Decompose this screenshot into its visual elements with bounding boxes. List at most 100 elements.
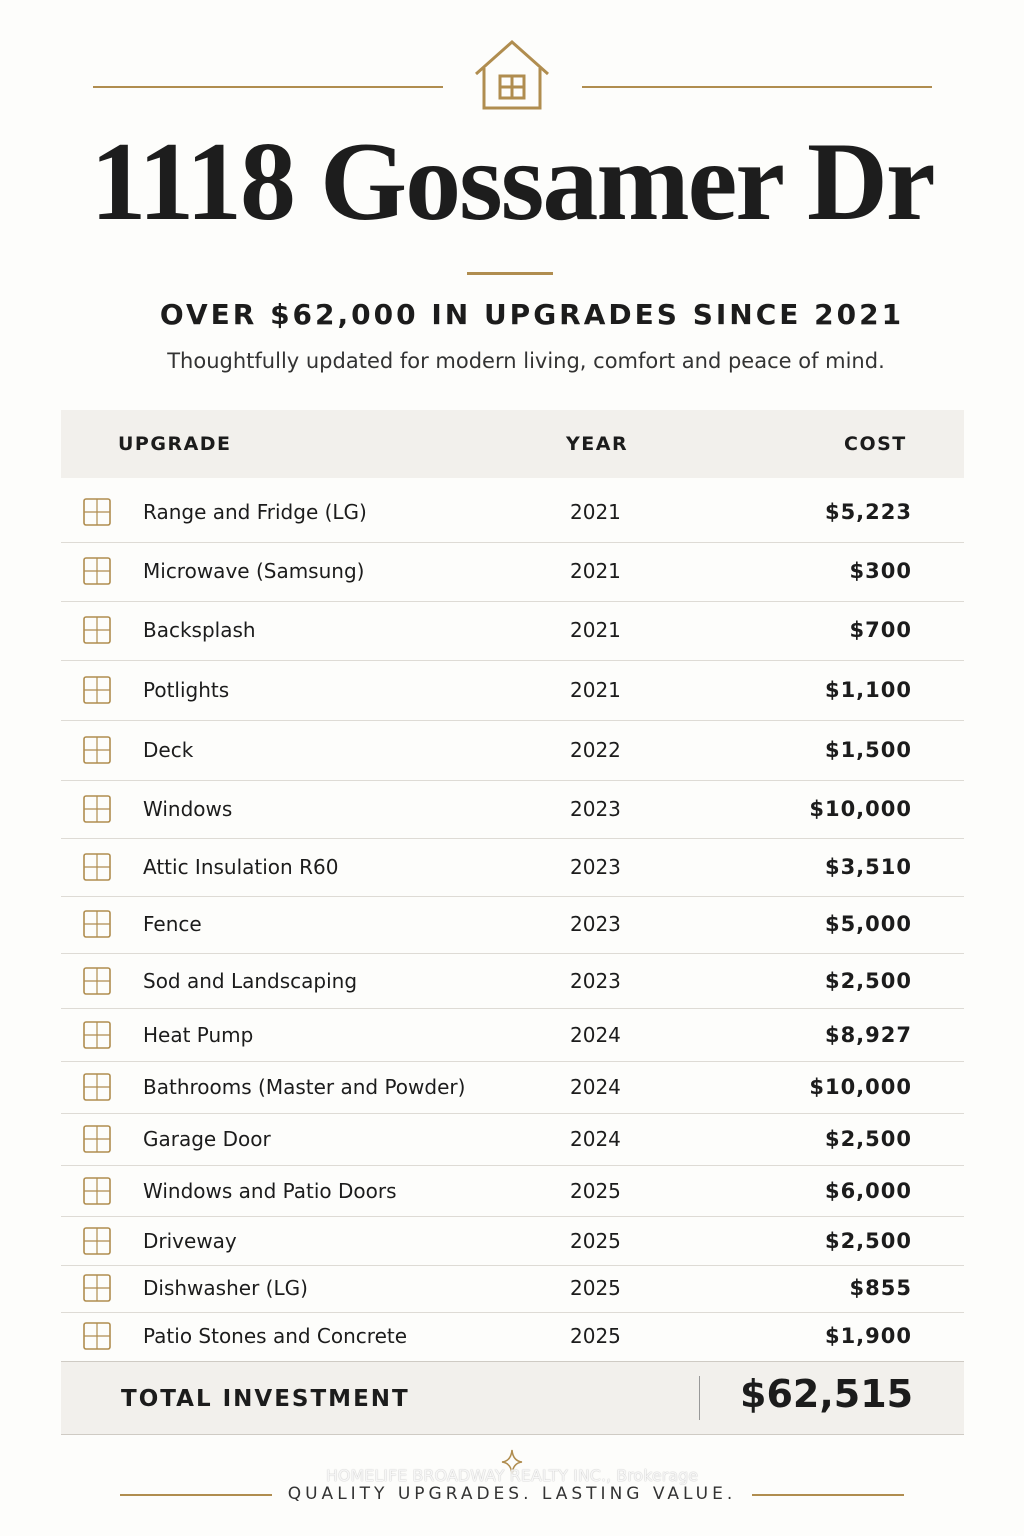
upgrade-cost: $2,500 [824, 1127, 912, 1151]
row-separator [61, 1061, 964, 1062]
row-separator [61, 896, 964, 897]
table-header [61, 410, 964, 478]
row-separator [61, 542, 964, 543]
column-header: YEAR [566, 433, 629, 455]
row-icon [83, 1227, 111, 1255]
row-icon [83, 736, 111, 764]
upgrade-cost: $2,500 [824, 969, 912, 993]
row-icon [83, 557, 111, 585]
row-icon [83, 1073, 111, 1101]
column-header: COST [844, 433, 907, 455]
upgrade-year: 2021 [570, 678, 621, 702]
row-separator [61, 601, 964, 602]
upgrade-year: 2021 [570, 500, 621, 524]
row-separator [61, 1216, 964, 1217]
subtitle: OVER $62,000 IN UPGRADES SINCE 2021 [159, 298, 905, 331]
upgrade-name: Windows [143, 797, 233, 821]
row-icon [83, 1177, 111, 1205]
star-icon [501, 1449, 523, 1475]
row-separator [61, 720, 964, 721]
row-icon [83, 498, 111, 526]
upgrade-year: 2024 [570, 1075, 621, 1099]
upgrade-name: Bathrooms (Master and Powder) [143, 1075, 466, 1099]
upgrade-name: Fence [143, 912, 202, 936]
row-icon [83, 853, 111, 881]
tagline: Thoughtfully updated for modern living, … [167, 349, 885, 373]
upgrade-name: Sod and Landscaping [143, 969, 358, 993]
upgrade-cost: $6,000 [824, 1179, 912, 1203]
row-icon [83, 1274, 111, 1302]
upgrade-cost: $2,500 [824, 1229, 912, 1253]
total-value: $62,515 [740, 1372, 914, 1416]
upgrade-year: 2021 [570, 559, 621, 583]
upgrade-name: Range and Fridge (LG) [143, 500, 367, 524]
upgrade-name: Backsplash [143, 618, 256, 642]
upgrade-year: 2025 [570, 1276, 621, 1300]
house-icon [475, 39, 549, 110]
row-separator [61, 1312, 964, 1313]
upgrade-year: 2023 [570, 912, 621, 936]
divider [93, 86, 443, 88]
divider [120, 1494, 272, 1496]
row-icon [83, 967, 111, 995]
row-separator [61, 1113, 964, 1114]
upgrade-year: 2024 [570, 1023, 621, 1047]
upgrade-year: 2023 [570, 797, 621, 821]
row-separator [61, 660, 964, 661]
total-band [61, 1361, 964, 1435]
row-icon [83, 1021, 111, 1049]
upgrade-year: 2025 [570, 1229, 621, 1253]
row-separator [61, 1265, 964, 1266]
upgrade-cost: $5,000 [824, 912, 912, 936]
row-icon [83, 1322, 111, 1350]
upgrade-cost: $10,000 [809, 1075, 912, 1099]
upgrade-cost: $300 [849, 559, 912, 583]
upgrade-year: 2021 [570, 618, 621, 642]
upgrade-cost: $1,500 [824, 738, 912, 762]
upgrade-name: Heat Pump [143, 1023, 254, 1047]
row-icon [83, 910, 111, 938]
total-label: TOTAL INVESTMENT [121, 1386, 410, 1412]
upgrade-name: Potlights [143, 678, 230, 702]
upgrade-cost: $8,927 [824, 1023, 912, 1047]
upgrade-cost: $855 [849, 1276, 912, 1300]
row-icon [83, 1125, 111, 1153]
upgrade-cost: $700 [849, 618, 912, 642]
footer: QUALITY UPGRADES. LASTING VALUE. [287, 1484, 737, 1504]
upgrade-year: 2022 [570, 738, 621, 762]
upgrade-name: Patio Stones and Concrete [143, 1324, 408, 1348]
upgrade-year: 2024 [570, 1127, 621, 1151]
watermark: HOMELIFE BROADWAY REALTY INC., Brokerage [325, 1466, 699, 1485]
divider [582, 86, 932, 88]
upgrade-name: Windows and Patio Doors [143, 1179, 397, 1203]
row-separator [61, 780, 964, 781]
row-separator [61, 1008, 964, 1009]
divider [467, 272, 553, 275]
upgrade-cost: $1,100 [824, 678, 912, 702]
upgrade-name: Deck [143, 738, 194, 762]
divider [699, 1376, 700, 1420]
row-separator [61, 838, 964, 839]
row-icon [83, 676, 111, 704]
row-icon [83, 795, 111, 823]
upgrade-year: 2025 [570, 1179, 621, 1203]
upgrade-year: 2025 [570, 1324, 621, 1348]
upgrade-year: 2023 [570, 855, 621, 879]
upgrade-name: Dishwasher (LG) [143, 1276, 308, 1300]
upgrade-cost: $5,223 [824, 500, 912, 524]
title: 1118 Gossamer Dr [90, 120, 935, 244]
upgrade-name: Attic Insulation R60 [143, 855, 339, 879]
upgrade-cost: $3,510 [824, 855, 912, 879]
upgrade-name: Garage Door [143, 1127, 271, 1151]
upgrade-cost: $10,000 [809, 797, 912, 821]
upgrade-year: 2023 [570, 969, 621, 993]
divider [752, 1494, 904, 1496]
row-separator [61, 1165, 964, 1166]
upgrade-name: Microwave (Samsung) [143, 559, 365, 583]
upgrade-name: Driveway [143, 1229, 237, 1253]
column-header: UPGRADE [118, 433, 232, 455]
row-separator [61, 953, 964, 954]
row-icon [83, 616, 111, 644]
upgrade-cost: $1,900 [824, 1324, 912, 1348]
